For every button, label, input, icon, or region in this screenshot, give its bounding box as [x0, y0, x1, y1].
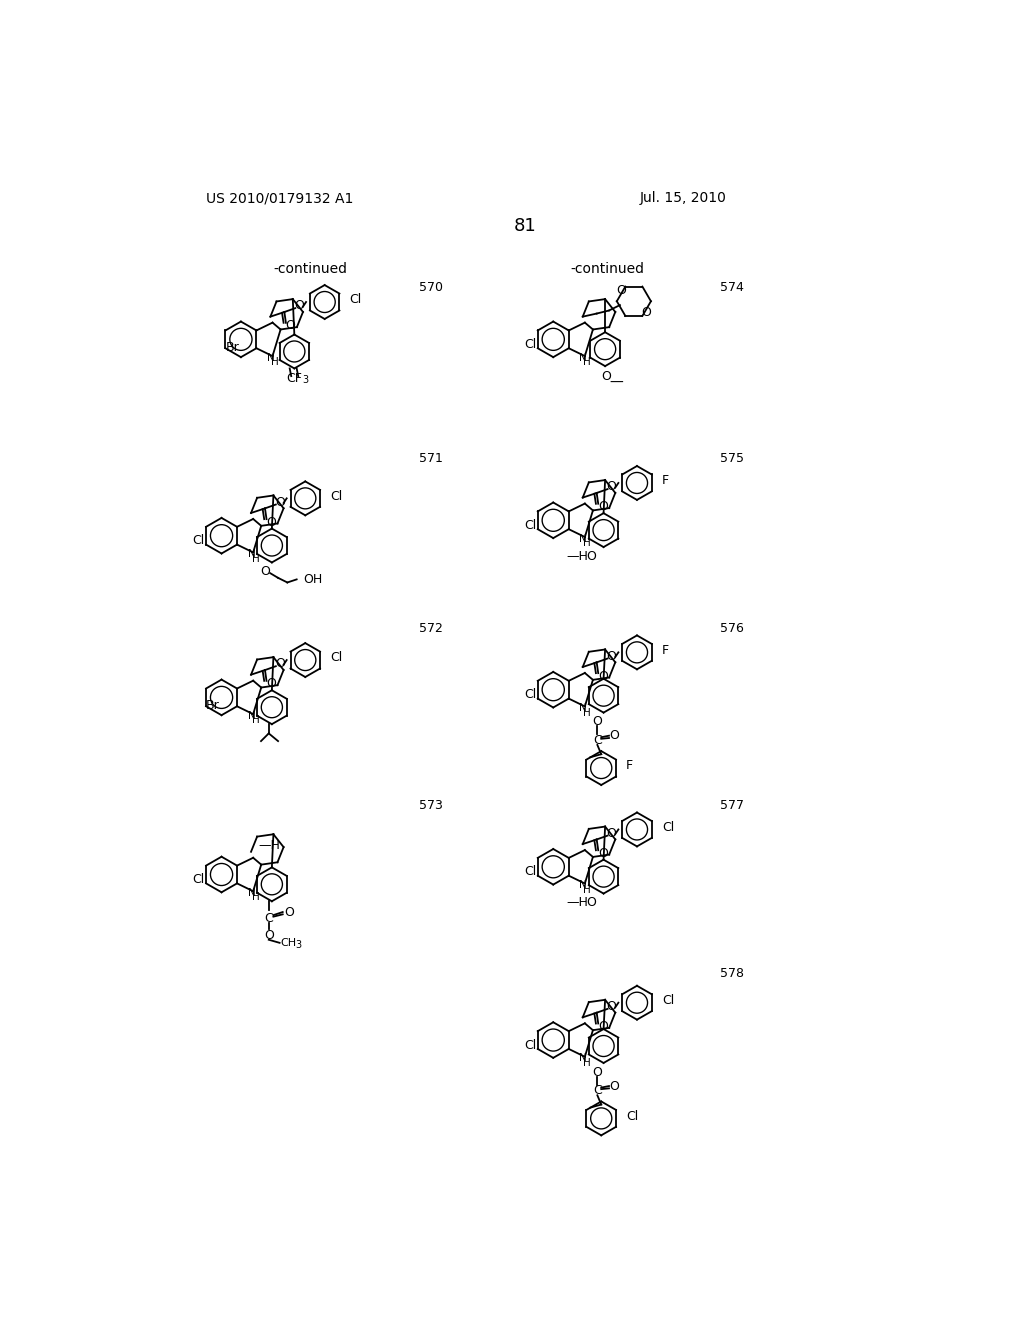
Text: O: O — [593, 1065, 602, 1078]
Text: —H: —H — [259, 840, 281, 853]
Text: 577: 577 — [720, 799, 744, 812]
Text: Cl: Cl — [524, 1039, 537, 1052]
Text: F: F — [626, 759, 633, 772]
Text: Cl: Cl — [524, 688, 537, 701]
Text: CH: CH — [281, 937, 297, 948]
Text: Br: Br — [206, 698, 220, 711]
Text: O: O — [609, 1080, 620, 1093]
Text: 3: 3 — [302, 375, 308, 385]
Text: O: O — [606, 480, 616, 494]
Text: O: O — [284, 906, 294, 919]
Text: H: H — [252, 892, 259, 903]
Text: H: H — [584, 358, 591, 367]
Text: O: O — [274, 657, 285, 671]
Text: O: O — [274, 496, 285, 508]
Text: O: O — [606, 649, 616, 663]
Text: C: C — [264, 912, 273, 925]
Text: O: O — [606, 826, 616, 840]
Text: O: O — [609, 729, 620, 742]
Text: O: O — [606, 1001, 616, 1012]
Text: Cl: Cl — [524, 519, 537, 532]
Text: Cl: Cl — [662, 821, 674, 834]
Text: Cl: Cl — [524, 338, 537, 351]
Text: O: O — [602, 371, 611, 383]
Text: Br: Br — [225, 341, 240, 354]
Text: N: N — [580, 1053, 587, 1064]
Text: O: O — [616, 284, 627, 297]
Text: 81: 81 — [513, 218, 537, 235]
Text: Cl: Cl — [330, 651, 342, 664]
Text: O: O — [294, 300, 304, 313]
Text: O: O — [286, 319, 296, 333]
Text: H: H — [584, 884, 591, 895]
Text: -continued: -continued — [273, 261, 347, 276]
Text: US 2010/0179132 A1: US 2010/0179132 A1 — [206, 191, 353, 206]
Text: H: H — [584, 539, 591, 548]
Text: O: O — [598, 500, 608, 513]
Text: 3: 3 — [295, 940, 301, 950]
Text: CF: CF — [287, 372, 302, 385]
Text: Cl: Cl — [524, 866, 537, 878]
Text: O: O — [586, 896, 596, 909]
Text: O: O — [593, 715, 602, 729]
Text: H: H — [584, 708, 591, 718]
Text: Cl: Cl — [193, 535, 205, 548]
Text: —: — — [609, 376, 623, 389]
Text: Cl: Cl — [349, 293, 361, 306]
Text: OH: OH — [303, 573, 323, 586]
Text: F: F — [662, 474, 669, 487]
Text: H: H — [252, 715, 259, 725]
Text: 573: 573 — [419, 799, 442, 812]
Text: C: C — [593, 734, 602, 747]
Text: N: N — [248, 549, 255, 558]
Text: 576: 576 — [720, 622, 744, 635]
Text: N: N — [248, 888, 255, 898]
Text: N: N — [580, 352, 587, 363]
Text: 572: 572 — [419, 622, 442, 635]
Text: H: H — [271, 358, 279, 367]
Text: N: N — [267, 352, 274, 363]
Text: N: N — [580, 704, 587, 713]
Text: —H: —H — [566, 896, 588, 909]
Text: Jul. 15, 2010: Jul. 15, 2010 — [640, 191, 726, 206]
Text: -continued: -continued — [570, 261, 644, 276]
Text: O: O — [266, 677, 276, 690]
Text: 571: 571 — [419, 453, 442, 465]
Text: O: O — [641, 305, 651, 318]
Text: O: O — [598, 847, 608, 859]
Text: O: O — [266, 516, 276, 529]
Text: 574: 574 — [720, 281, 744, 294]
Text: 570: 570 — [419, 281, 442, 294]
Text: Cl: Cl — [626, 1110, 638, 1122]
Text: O: O — [261, 565, 270, 578]
Text: —H: —H — [566, 550, 588, 562]
Text: O: O — [598, 669, 608, 682]
Text: N: N — [248, 710, 255, 721]
Text: N: N — [580, 880, 587, 890]
Text: O: O — [598, 1020, 608, 1034]
Text: H: H — [584, 1057, 591, 1068]
Text: 578: 578 — [720, 966, 744, 979]
Text: Cl: Cl — [193, 873, 205, 886]
Text: O: O — [586, 550, 596, 562]
Text: C: C — [593, 1084, 602, 1097]
Text: Cl: Cl — [330, 490, 342, 503]
Text: O: O — [264, 929, 273, 941]
Text: 575: 575 — [720, 453, 744, 465]
Text: Cl: Cl — [662, 994, 674, 1007]
Text: F: F — [662, 644, 669, 656]
Text: H: H — [252, 553, 259, 564]
Text: N: N — [580, 533, 587, 544]
